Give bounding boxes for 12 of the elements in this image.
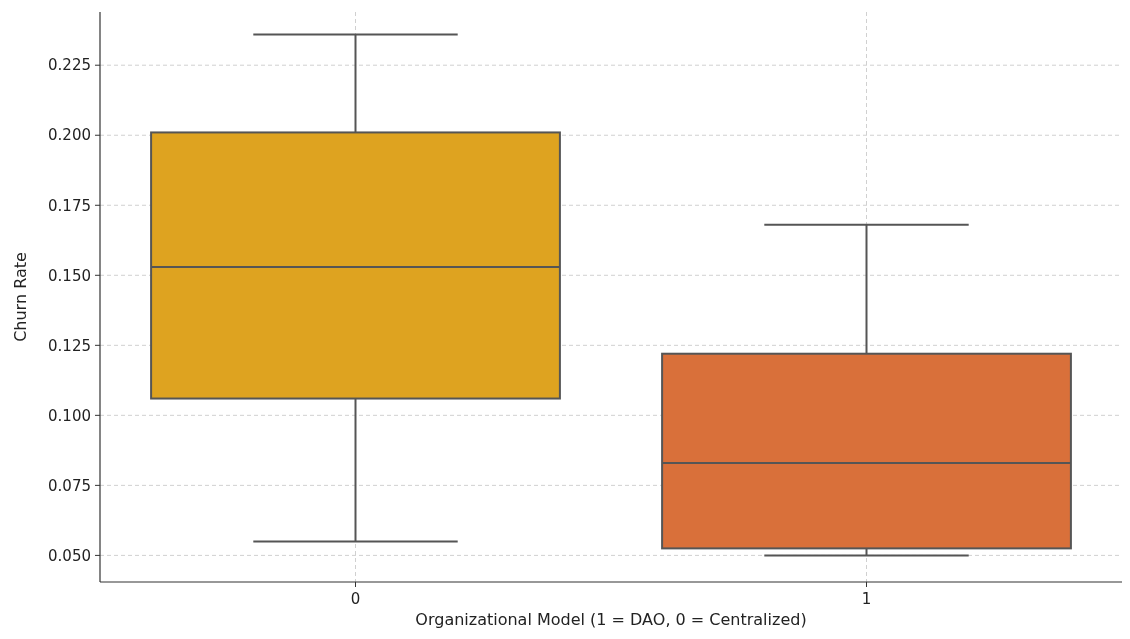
x-tick-label: 0 <box>350 590 361 608</box>
x-axis-title: Organizational Model (1 = DAO, 0 = Centralized) <box>415 610 807 629</box>
y-tick-label: 0.100 <box>48 406 91 425</box>
y-tick-label: 0.075 <box>48 476 91 495</box>
y-tick-label: 0.050 <box>48 546 91 565</box>
y-tick-label: 0.225 <box>48 56 91 75</box>
y-tick-label: 0.150 <box>48 266 91 285</box>
y-tick-label: 0.175 <box>48 196 91 215</box>
y-tick-label: 0.200 <box>48 126 91 145</box>
y-axis-title: Churn Rate <box>11 252 30 342</box>
x-tick-label: 1 <box>861 590 872 608</box>
y-tick-label: 0.125 <box>48 336 91 355</box>
